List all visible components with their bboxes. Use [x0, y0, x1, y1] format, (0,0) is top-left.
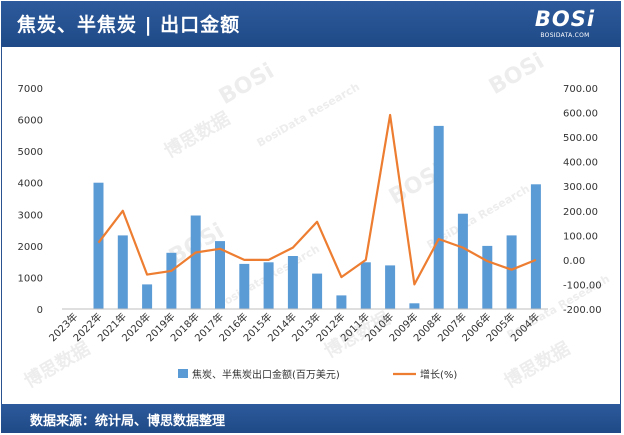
data-source: 数据来源：统计局、博思数据整理 — [30, 414, 226, 429]
y-right-tick: 500.00 — [563, 133, 598, 144]
bar-2005年 — [506, 235, 517, 309]
y-right-tick: 700.00 — [563, 84, 598, 95]
y-right-tick: 400.00 — [563, 158, 598, 169]
bar-2013年 — [312, 273, 323, 309]
y-left-tick: 2000 — [18, 242, 43, 253]
y-left-tick: 5000 — [18, 147, 43, 158]
y-left-tick: 3000 — [18, 210, 43, 221]
bar-2006年 — [482, 245, 493, 309]
logo-word: BOSi — [534, 7, 596, 31]
y-left-tick: 6000 — [18, 116, 43, 127]
bar-2022年 — [93, 182, 104, 309]
watermark-text-1: BosiData Research — [255, 80, 362, 149]
watermark-text-6: 博思数据 — [20, 337, 93, 392]
legend-bar-label: 焦炭、半焦炭出口金额(百万美元) — [192, 368, 340, 381]
bar-2011年 — [360, 262, 371, 309]
bar-2007年 — [457, 213, 468, 309]
watermark-text-8: 博思数据 — [160, 107, 233, 162]
page-title: 焦炭、半焦炭 | 出口金额 — [17, 14, 241, 36]
watermark-text-0: BOSi — [215, 59, 278, 110]
y-right-tick: 200.00 — [563, 207, 598, 218]
y-left-tick: 0 — [37, 305, 43, 316]
line-series — [97, 113, 537, 286]
bar-2016年 — [239, 263, 250, 309]
y-left-tick: 1000 — [18, 273, 43, 284]
footer-bar: 数据来源：统计局、博思数据整理 — [1, 404, 621, 433]
bosi-logo: BOSi BOSIDATA.COM — [523, 7, 607, 41]
bar-2008年 — [433, 125, 444, 310]
watermark-text-7: 博思数据 — [500, 337, 573, 392]
legend-bar-swatch — [178, 369, 188, 378]
legend-line-label: 增长(%) — [420, 368, 457, 381]
bar-series — [93, 125, 541, 310]
y-right-tick: 100.00 — [563, 231, 598, 242]
legend: 焦炭、半焦炭出口金额(百万美元) 增长(%) — [178, 368, 457, 381]
logo-domain: BOSIDATA.COM — [540, 32, 590, 39]
y-right-tick: 0.00 — [563, 256, 585, 267]
bar-2015年 — [263, 262, 274, 309]
bar-2009年 — [409, 303, 420, 309]
y-left-tick: 7000 — [18, 84, 43, 95]
bar-2012年 — [336, 295, 347, 309]
bar-2019年 — [166, 252, 177, 309]
y-left-tick: 4000 — [18, 179, 43, 190]
header-bar: 焦炭、半焦炭 | 出口金额 BOSi BOSIDATA.COM — [1, 1, 621, 47]
y-right-tick: -100.00 — [563, 280, 602, 291]
bar-2017年 — [215, 241, 225, 309]
bar-2010年 — [385, 265, 396, 309]
bar-2004年 — [530, 184, 541, 309]
y-right-tick: 300.00 — [563, 182, 598, 193]
growth-line — [97, 113, 537, 286]
bar-2020年 — [142, 284, 153, 309]
y-right-tick: 600.00 — [563, 109, 598, 120]
bar-2021年 — [117, 235, 128, 309]
watermark-text-10: BOSi — [485, 49, 548, 100]
y-right-tick: -200.00 — [563, 305, 602, 316]
bar-2014年 — [287, 256, 298, 309]
bar-2018年 — [190, 215, 201, 309]
